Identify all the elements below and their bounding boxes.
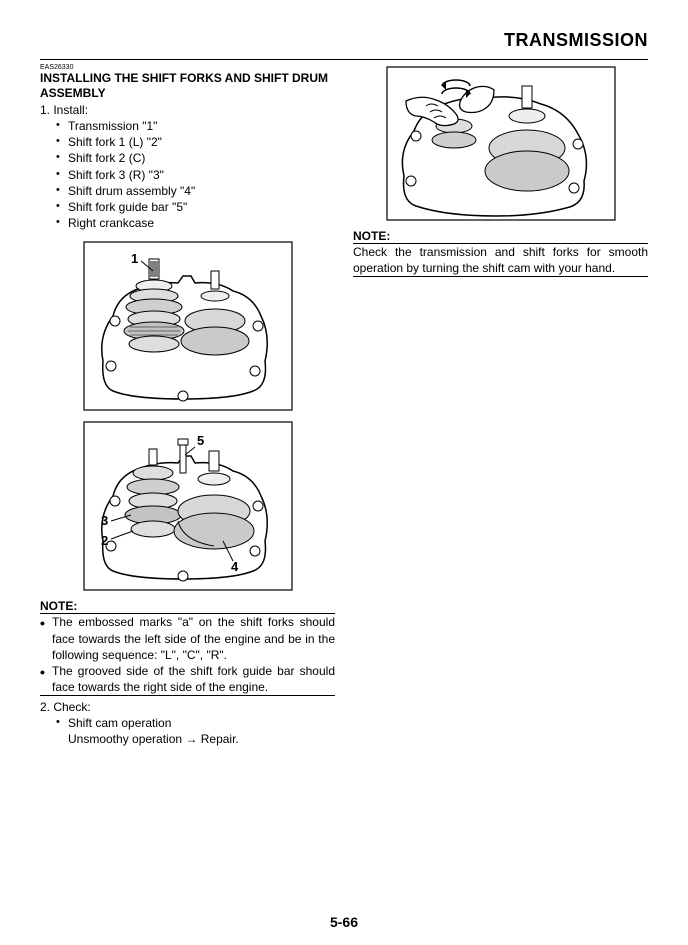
doc-code: EAS26330 [40,64,335,71]
note-1: NOTE: The embossed marks "a" on the shif… [40,599,335,696]
list-item: Shift fork 2 (C) [58,150,335,166]
list-item: The embossed marks "a" on the shift fork… [40,614,335,663]
header-divider [40,59,648,60]
content-columns: EAS26330 INSTALLING THE SHIFT FORKS AND … [40,64,648,748]
figure-3 [353,66,648,221]
step2-list: Shift cam operation Unsmoothy operation … [58,715,335,747]
note-1-end-rule [40,695,335,696]
note-2-body: Check the transmission and shift forks f… [353,244,648,276]
list-item: Shift cam operation Unsmoothy operation … [58,715,335,747]
page-header-title: TRANSMISSION [40,30,648,51]
right-column: NOTE: Check the transmission and shift f… [353,64,648,748]
note-2-label: NOTE: [353,229,648,244]
list-item: Shift fork guide bar "5" [58,199,335,215]
note-2-end-rule [353,276,648,277]
list-item: Shift drum assembly "4" [58,183,335,199]
step1-label: 1. Install: [40,103,335,117]
callout-4: 4 [231,559,239,574]
list-item: Shift fork 1 (L) "2" [58,134,335,150]
list-item: Transmission "1" [58,118,335,134]
step2-detail: Unsmoothy operation → Repair. [68,732,239,746]
callout-3: 3 [101,513,108,528]
note-2: NOTE: Check the transmission and shift f… [353,229,648,277]
list-item: The grooved side of the shift fork guide… [40,663,335,695]
callout-2: 2 [101,533,108,548]
page-number: 5-66 [0,914,688,930]
step1-list: Transmission "1" Shift fork 1 (L) "2" Sh… [58,118,335,231]
section-heading: INSTALLING THE SHIFT FORKS AND SHIFT DRU… [40,71,335,101]
list-item: Shift fork 3 (R) "3" [58,167,335,183]
figure-1: 1 [40,241,335,411]
callout-1: 1 [131,251,138,266]
left-column: EAS26330 INSTALLING THE SHIFT FORKS AND … [40,64,335,748]
step2-label: 2. Check: [40,700,335,714]
list-item: Right crankcase [58,215,335,231]
callout-5: 5 [197,433,204,448]
note-1-label: NOTE: [40,599,335,614]
note-1-bullets: The embossed marks "a" on the shift fork… [40,614,335,695]
step2-item: Shift cam operation [68,716,171,730]
figure-2: 3 2 5 4 [40,421,335,591]
